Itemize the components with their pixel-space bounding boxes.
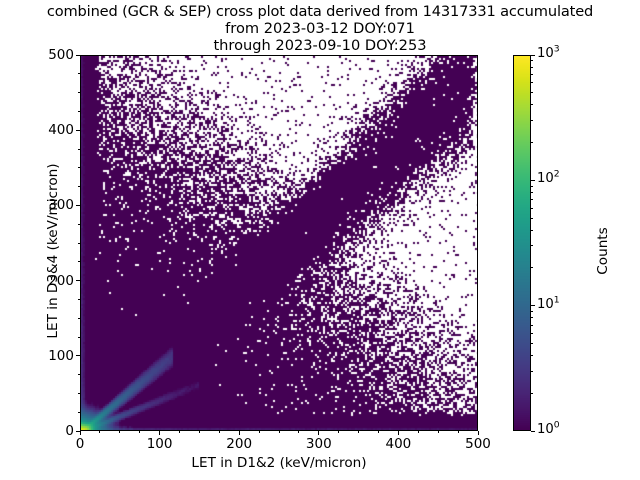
x-minor-tick	[99, 431, 101, 434]
y-minor-tick	[77, 167, 80, 169]
y-minor-tick	[77, 374, 80, 376]
colorbar-minor-tick	[531, 104, 534, 106]
x-minor-tick	[119, 431, 121, 434]
y-tick-mark	[76, 355, 80, 357]
x-tick-label: 0	[75, 436, 85, 452]
y-tick-mark	[76, 54, 80, 56]
colorbar-tick-label: 102	[537, 168, 560, 187]
colorbar-minor-tick	[531, 191, 534, 194]
x-minor-tick	[437, 431, 439, 434]
y-tick-mark	[76, 280, 80, 282]
colorbar-tick-mark	[531, 305, 535, 307]
y-minor-tick	[77, 186, 80, 188]
plot-axes	[80, 55, 478, 431]
y-minor-tick	[77, 261, 80, 263]
x-minor-tick	[338, 431, 340, 434]
y-tick-mark	[76, 430, 80, 432]
plot-title: combined (GCR & SEP) cross plot data der…	[0, 3, 640, 54]
colorbar-minor-tick	[531, 199, 534, 201]
colorbar-minor-tick	[531, 73, 534, 75]
colorbar-minor-tick	[531, 229, 534, 231]
density-scatter-plot	[81, 56, 477, 430]
y-minor-tick	[77, 392, 80, 394]
x-tick-label: 500	[465, 436, 491, 452]
x-tick-mark	[477, 431, 479, 435]
colorbar-minor-tick	[531, 92, 534, 94]
colorbar-tick-label: 100	[537, 419, 560, 437]
colorbar-minor-tick	[531, 355, 534, 357]
colorbar-tick-label: 101	[537, 294, 560, 312]
y-minor-tick	[77, 242, 80, 244]
colorbar-minor-tick	[531, 392, 534, 394]
x-minor-tick	[358, 431, 360, 434]
colorbar-tick-label: 103	[537, 43, 560, 61]
y-minor-tick	[77, 148, 80, 150]
y-axis-label: LET in D3&4 (keV/micron)	[45, 163, 61, 339]
colorbar-tick-mark	[531, 54, 535, 56]
colorbar-minor-tick	[531, 324, 534, 326]
x-minor-tick	[179, 431, 181, 434]
x-tick-mark	[79, 431, 81, 435]
colorbar-minor-tick	[531, 142, 534, 144]
title-line-3: through 2023-09-10 DOY:253	[213, 37, 427, 54]
title-line-1: combined (GCR & SEP) cross plot data der…	[46, 3, 594, 20]
x-tick-label: 400	[385, 436, 412, 452]
colorbar-tick-mark	[531, 430, 535, 432]
colorbar-tick-mark	[531, 179, 535, 181]
x-tick-label: 100	[146, 436, 173, 452]
colorbar-minor-tick	[531, 207, 534, 209]
colorbar-minor-tick	[531, 66, 534, 68]
y-minor-tick	[77, 110, 80, 112]
title-line-2: from 2023-03-12 DOY:071	[225, 20, 415, 37]
colorbar-minor-tick	[531, 82, 534, 84]
x-tick-label: 200	[226, 436, 253, 452]
y-tick-mark	[76, 129, 80, 131]
y-tick-label: 0	[65, 423, 74, 439]
y-minor-tick	[77, 411, 80, 413]
y-tick-label: 200	[48, 272, 74, 289]
y-minor-tick	[77, 223, 80, 225]
colorbar-minor-tick	[531, 317, 534, 319]
x-minor-tick	[218, 431, 220, 434]
y-tick-label: 500	[48, 47, 74, 63]
x-tick-mark	[238, 431, 240, 435]
x-minor-tick	[198, 431, 200, 434]
x-axis-label: LET in D1&2 (keV/micron)	[191, 455, 367, 471]
y-minor-tick	[77, 298, 80, 300]
y-tick-label: 300	[48, 197, 74, 214]
colorbar-label: Counts	[595, 227, 611, 275]
colorbar-minor-tick	[531, 120, 534, 122]
x-tick-mark	[397, 431, 399, 435]
y-minor-tick	[77, 317, 80, 319]
colorbar-minor-tick	[531, 60, 534, 62]
x-tick-label: 300	[305, 436, 332, 452]
x-minor-tick	[278, 431, 280, 434]
y-tick-label: 100	[48, 347, 74, 364]
x-minor-tick	[298, 431, 300, 434]
x-minor-tick	[139, 431, 141, 434]
y-minor-tick	[77, 92, 80, 94]
y-minor-tick	[77, 73, 80, 75]
x-minor-tick	[258, 431, 260, 434]
x-tick-mark	[318, 431, 320, 435]
colorbar-minor-tick	[531, 185, 534, 187]
colorbar-minor-tick	[531, 332, 534, 335]
y-tick-mark	[76, 204, 80, 206]
x-minor-tick	[417, 431, 419, 434]
colorbar-minor-tick	[531, 267, 534, 269]
x-minor-tick	[457, 431, 459, 434]
colorbar	[513, 55, 531, 431]
colorbar-minor-tick	[531, 370, 534, 372]
colorbar-gradient	[513, 55, 531, 431]
colorbar-minor-tick	[531, 217, 534, 219]
colorbar-minor-tick	[531, 342, 534, 344]
y-tick-label: 400	[48, 122, 74, 139]
x-tick-mark	[159, 431, 161, 435]
colorbar-minor-tick	[531, 245, 534, 247]
colorbar-minor-tick	[531, 310, 534, 312]
y-minor-tick	[77, 336, 80, 338]
x-minor-tick	[378, 431, 380, 434]
